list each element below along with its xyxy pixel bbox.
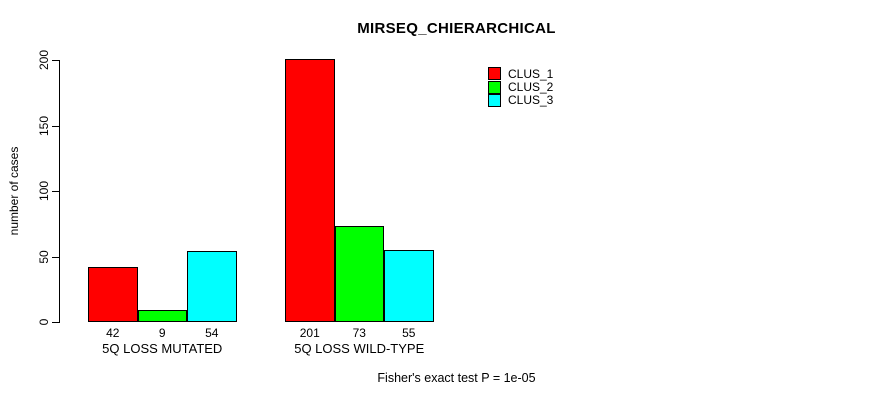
y-tick-label: 200 bbox=[37, 49, 51, 71]
y-tick-mark bbox=[52, 322, 59, 323]
legend-swatch-clus_3 bbox=[488, 93, 501, 107]
y-tick-label: 50 bbox=[37, 249, 51, 264]
bar-value-label: 73 bbox=[352, 326, 366, 340]
y-tick-mark bbox=[52, 191, 59, 192]
x-category-label: 5Q LOSS MUTATED bbox=[102, 341, 223, 356]
y-tick-mark bbox=[52, 125, 59, 127]
legend-label: CLUS_3 bbox=[508, 93, 554, 108]
y-axis-label: number of cases bbox=[7, 146, 21, 236]
legend-label: CLUS_1 bbox=[508, 66, 554, 81]
y-tick-mark bbox=[52, 60, 59, 61]
legend-swatch-clus_1 bbox=[488, 67, 501, 81]
bar-value-label: 9 bbox=[158, 326, 166, 340]
x-category-label: 5Q LOSS WILD-TYPE bbox=[294, 341, 425, 356]
y-axis-line bbox=[59, 60, 60, 323]
y-tick-label: 0 bbox=[37, 318, 51, 326]
legend-row: CLUS_1 bbox=[488, 66, 554, 81]
bar-value-label: 201 bbox=[299, 326, 320, 340]
bar-clus_3-group1 bbox=[187, 251, 237, 322]
bar-clus_3-group2 bbox=[384, 249, 434, 322]
bar-clus_2-group2 bbox=[334, 226, 384, 322]
bar-clus_1-group2 bbox=[285, 58, 335, 322]
legend-row: CLUS_2 bbox=[488, 80, 554, 95]
legend-label: CLUS_2 bbox=[508, 80, 554, 95]
bar-value-label: 42 bbox=[106, 326, 120, 340]
bar-clus_1-group1 bbox=[88, 266, 138, 322]
y-tick-label: 100 bbox=[37, 180, 51, 202]
bar-value-label: 55 bbox=[402, 326, 416, 340]
y-tick-label: 150 bbox=[37, 115, 51, 136]
legend-swatch-clus_2 bbox=[488, 80, 501, 94]
y-tick-mark bbox=[52, 256, 59, 258]
chart-title: MIRSEQ_CHIERARCHICAL bbox=[357, 20, 556, 37]
footer-annotation: Fisher's exact test P = 1e-05 bbox=[377, 371, 536, 385]
bar-clus_2-group1 bbox=[137, 310, 187, 322]
bar-value-label: 54 bbox=[205, 326, 219, 340]
legend: CLUS_1 CLUS_2 CLUS_3 bbox=[488, 67, 553, 107]
legend-row: CLUS_3 bbox=[488, 93, 554, 108]
